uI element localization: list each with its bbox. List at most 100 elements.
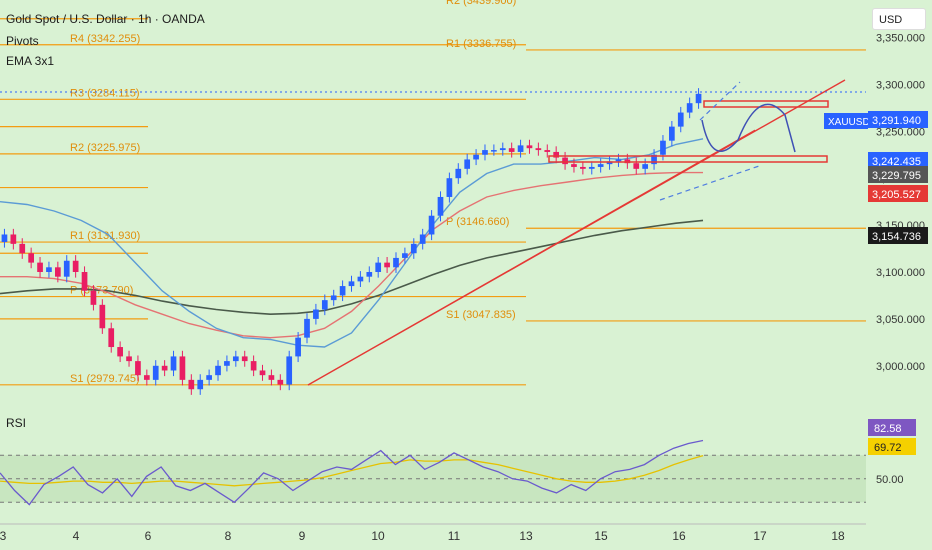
price-badge-label: 3,291.940 — [872, 115, 921, 127]
x-tick-label: 15 — [594, 529, 608, 543]
y-tick-label: 3,300.000 — [876, 79, 925, 91]
ema-indicator-label[interactable]: EMA 3x1 — [6, 54, 55, 68]
candle-body — [232, 356, 239, 362]
pivot-label: R2 (3225.975) — [70, 142, 140, 154]
series-name-badge — [824, 113, 868, 129]
candle-body — [517, 145, 524, 152]
rsi-ma-line — [0, 454, 704, 487]
candle-body — [170, 356, 177, 371]
candle-body — [28, 253, 34, 263]
x-tick-label: 13 — [519, 529, 533, 543]
candle-body — [215, 365, 221, 376]
candle-body — [330, 295, 337, 301]
projection-path — [701, 103, 796, 153]
candle-body — [54, 267, 61, 277]
rsi-line — [0, 439, 704, 506]
pivot-label: R1 (3131.930) — [70, 230, 140, 242]
ema-fast-line — [0, 138, 704, 348]
price-axis-background — [866, 0, 932, 550]
candle-body — [81, 272, 88, 291]
candle-body — [473, 154, 479, 160]
candle-body — [499, 148, 506, 151]
rsi-ma-badge — [868, 438, 916, 455]
projection-arrow-up — [699, 81, 741, 121]
pivot-label: S1 (3047.835) — [446, 309, 516, 321]
price-badge — [868, 227, 928, 244]
candle-body — [615, 159, 622, 162]
pivot-label: R2 (3439.900) — [446, 0, 516, 7]
candle-body — [63, 260, 70, 277]
candle-body — [482, 150, 488, 155]
candle-body — [117, 347, 123, 357]
candle-body — [384, 262, 390, 268]
price-badge — [868, 111, 928, 128]
chart-title: Gold Spot / U.S. Dollar · 1h · OANDA — [6, 12, 205, 26]
candle-body — [651, 154, 657, 165]
resistance-zone-upper — [703, 100, 829, 108]
pivots-indicator-label[interactable]: Pivots — [6, 34, 39, 48]
rsi-indicator-label[interactable]: RSI — [6, 416, 27, 430]
candle-body — [588, 166, 595, 169]
candle-body — [1, 234, 8, 242]
price-badge-label: 3,229.795 — [872, 170, 921, 182]
x-tick-label: 6 — [145, 529, 152, 543]
y-tick-label: 3,350.000 — [876, 33, 925, 45]
x-tick-label: 9 — [299, 529, 306, 543]
candle-body — [633, 163, 640, 169]
candle-body — [10, 234, 17, 244]
candle-body — [37, 262, 43, 272]
candle-body — [357, 276, 364, 282]
candle-body — [90, 290, 97, 305]
y-tick-label: 3,050.000 — [876, 314, 925, 326]
candle-body — [455, 168, 462, 179]
rsi-ma-label: 69.72 — [874, 442, 902, 454]
candle-body — [669, 126, 675, 141]
candle-body — [526, 145, 533, 149]
pivot-label: R3 (3284.115) — [70, 87, 140, 99]
x-tick-label: 11 — [448, 529, 461, 543]
ema-mid-line — [0, 171, 703, 339]
candle-body — [553, 151, 560, 158]
x-tick-label: 17 — [753, 529, 767, 543]
rsi-value-badge — [868, 419, 916, 436]
plot-background — [0, 0, 866, 524]
candle-body — [250, 361, 257, 371]
x-tick-label: 10 — [371, 529, 385, 543]
candle-body — [660, 140, 666, 155]
x-tick-label: 16 — [672, 529, 686, 543]
price-badge — [868, 152, 928, 169]
candle-body — [286, 356, 293, 385]
candle-body — [402, 253, 408, 258]
candle-body — [313, 309, 319, 319]
candle-body — [295, 337, 301, 357]
price-badge-label: 3,154.736 — [872, 231, 921, 243]
candle-body — [642, 164, 649, 169]
candle-body — [277, 379, 284, 385]
candle-body — [46, 267, 52, 272]
candle-body — [446, 178, 453, 197]
rsi-tick-label: 50.00 — [876, 474, 904, 486]
candle-body — [508, 148, 515, 152]
candle-body — [491, 150, 497, 152]
y-tick-label: 3,000.000 — [876, 361, 925, 373]
candle-body — [72, 260, 79, 272]
ema-slow-line — [0, 219, 704, 316]
candle-body — [428, 215, 435, 235]
trend-line-2 — [307, 129, 756, 386]
candle-body — [197, 379, 204, 390]
candle-body — [366, 272, 373, 277]
candle-body — [321, 300, 328, 310]
candle-body — [126, 356, 132, 362]
candle-body — [135, 361, 141, 376]
candle-body — [437, 196, 444, 216]
pivot-label: S1 (2979.745) — [70, 373, 140, 385]
currency-button[interactable]: USD — [872, 8, 926, 30]
candle-body — [108, 328, 115, 348]
candle-body — [241, 356, 248, 362]
pivot-label: R4 (3342.255) — [70, 33, 140, 45]
candle-body — [268, 375, 275, 380]
pivot-label: P (3146.660) — [446, 216, 509, 228]
y-tick-label: 3,100.000 — [876, 267, 925, 279]
candle-body — [571, 164, 577, 167]
